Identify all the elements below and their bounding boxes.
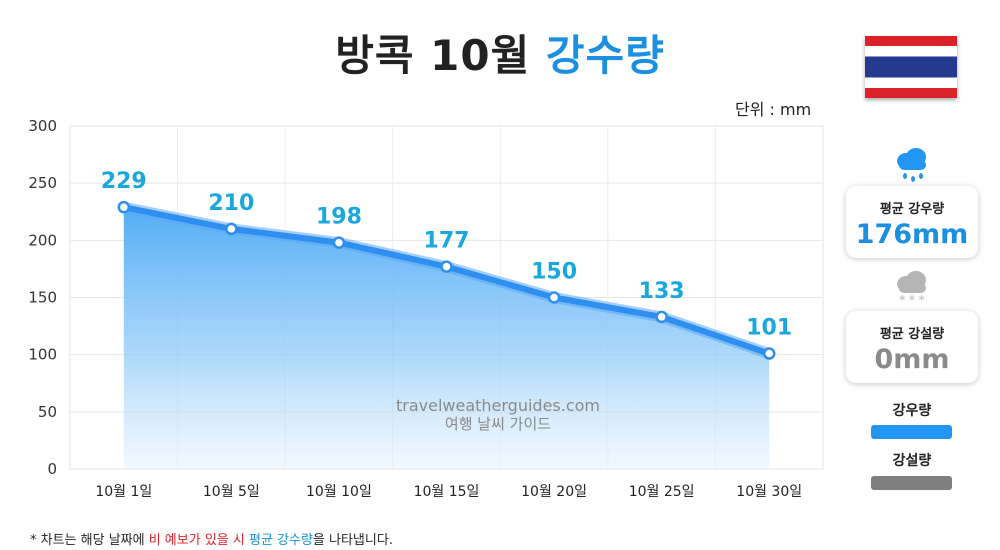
- footnote-red: 비 예보가 있을 시: [148, 533, 245, 548]
- area-fill: [123, 207, 770, 469]
- rain-cloud-icon: [846, 146, 978, 188]
- y-axis-ticks: 0 50 100 150 200 250 300: [28, 117, 57, 478]
- y-tick-label: 100: [28, 346, 57, 364]
- data-label: 198: [316, 205, 362, 230]
- thailand-flag-icon: [865, 36, 957, 98]
- average-snowfall-value: 0mm: [874, 344, 950, 375]
- y-tick-label: 0: [47, 460, 57, 478]
- title-accent: 강수량: [545, 31, 665, 80]
- data-point: [762, 347, 776, 360]
- data-label: 177: [424, 229, 470, 254]
- data-point: [440, 260, 453, 273]
- x-tick-label: 10월 25일: [629, 484, 695, 500]
- average-rainfall-value: 176mm: [855, 219, 969, 250]
- data-points: [117, 200, 776, 360]
- data-point: [655, 310, 668, 324]
- legend-snow-label: 강설량: [892, 453, 932, 469]
- legend-rain-swatch: [871, 425, 952, 439]
- data-point: [117, 200, 131, 214]
- chart-title: 방콕 10월 강수량: [0, 22, 1000, 83]
- data-labels: 229 210 198 177 150 133 101: [101, 169, 792, 340]
- snow-cloud-icon: * * *: [846, 270, 978, 310]
- y-tick-label: 150: [28, 289, 57, 307]
- y-tick-label: 250: [28, 174, 57, 192]
- x-tick-label: 10월 10일: [306, 484, 372, 500]
- data-point: [332, 236, 346, 249]
- footnote: * 차트는 해당 날짜에 비 예보가 있을 시 평균 강수량을 나타냅니다.: [30, 529, 393, 548]
- footnote-prefix: * 차트는 해당 날짜에: [30, 533, 149, 548]
- svg-text:* * *: * * *: [899, 293, 925, 306]
- x-tick-label: 10월 1일: [95, 484, 152, 500]
- average-snowfall-label: 평균 강설량: [879, 327, 945, 342]
- unit-label: 단위 : mm: [735, 100, 812, 119]
- x-tick-label: 10월 20일: [521, 484, 587, 500]
- data-label: 101: [746, 316, 792, 341]
- footnote-blue: 평균 강수량: [248, 533, 313, 548]
- data-label: 229: [101, 169, 147, 194]
- average-rainfall-label: 평균 강우량: [879, 202, 945, 217]
- y-tick-label: 300: [28, 117, 57, 135]
- series-area: [123, 207, 770, 469]
- x-tick-label: 10월 30일: [736, 484, 802, 500]
- data-label: 210: [208, 191, 254, 216]
- legend-snow-swatch: [871, 476, 952, 490]
- watermark-line2: 여행 날씨 가이드: [445, 415, 551, 433]
- x-tick-label: 10월 5일: [203, 484, 260, 500]
- x-axis-ticks: 10월 1일 10월 5일 10월 10일 10월 15일 10월 20일 10월 25일…: [95, 484, 802, 500]
- data-label: 133: [639, 279, 685, 304]
- footnote-suffix: 을 나타냅니다.: [312, 533, 393, 548]
- legend-rain-label: 강우량: [892, 403, 932, 419]
- data-label: 150: [531, 260, 577, 285]
- watermark-line1: travelweatherguides.com: [396, 396, 600, 415]
- average-rainfall-card: 평균 강우량 176mm: [846, 186, 978, 258]
- average-snowfall-card: 평균 강설량 0mm: [846, 311, 978, 383]
- x-tick-label: 10월 15일: [414, 484, 480, 500]
- y-tick-label: 50: [38, 403, 57, 421]
- data-point: [225, 222, 238, 236]
- title-main: 방콕 10월: [335, 31, 531, 80]
- data-point: [547, 291, 561, 304]
- y-tick-label: 200: [28, 231, 57, 249]
